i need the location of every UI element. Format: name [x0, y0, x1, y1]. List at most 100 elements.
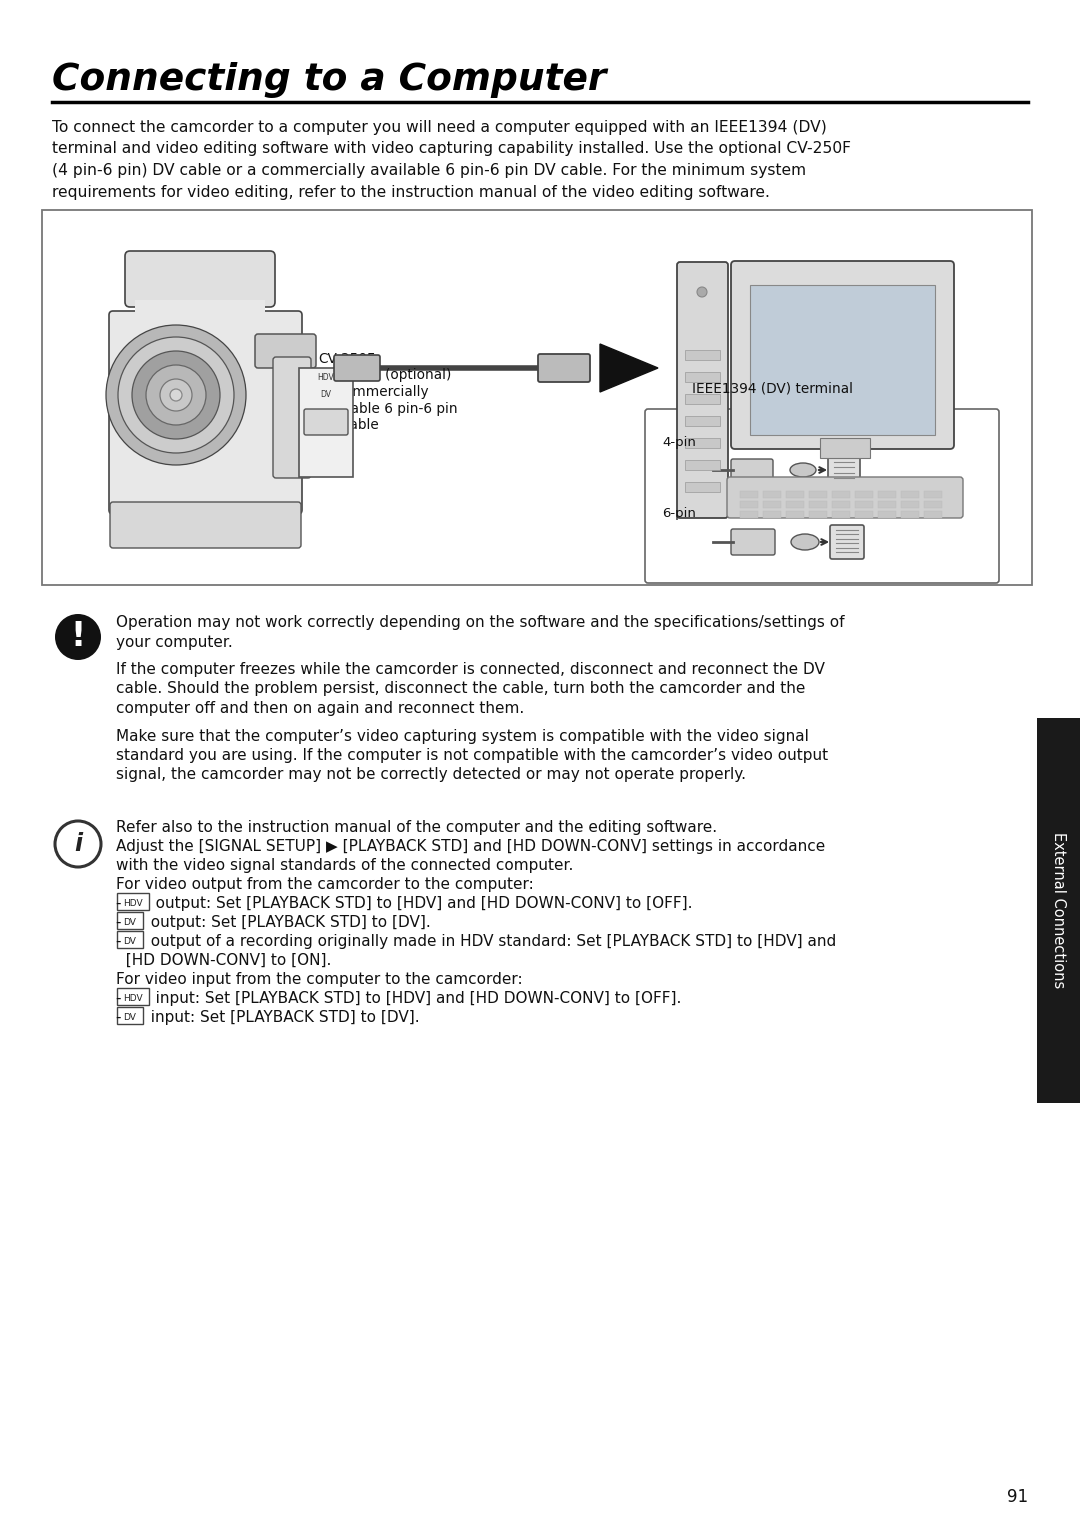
Text: -      output: Set [PLAYBACK STD] to [DV].: - output: Set [PLAYBACK STD] to [DV]. [116, 916, 431, 929]
Bar [855, 491, 873, 497]
Text: For video output from the camcorder to the computer:: For video output from the camcorder to t… [116, 877, 534, 893]
Text: DV: DV [321, 391, 332, 398]
FancyBboxPatch shape [731, 261, 954, 449]
Text: IEEE1394 (DV) terminal: IEEE1394 (DV) terminal [692, 382, 853, 397]
Bar [878, 511, 896, 517]
Bar [685, 394, 720, 404]
FancyBboxPatch shape [828, 455, 860, 485]
Circle shape [55, 821, 102, 867]
Bar [924, 491, 942, 497]
Text: available 6 pin-6 pin: available 6 pin-6 pin [318, 401, 458, 415]
FancyBboxPatch shape [538, 354, 590, 382]
Circle shape [55, 613, 102, 661]
Circle shape [697, 287, 707, 298]
Bar [924, 501, 942, 508]
Text: -      input: Set [PLAYBACK STD] to [DV].: - input: Set [PLAYBACK STD] to [DV]. [116, 1010, 420, 1025]
Text: -      output of a recording originally made in HDV standard: Set [PLAYBACK STD]: - output of a recording originally made … [116, 934, 836, 949]
Bar [901, 501, 919, 508]
Bar [832, 491, 850, 497]
Circle shape [132, 351, 220, 439]
Text: 91: 91 [1007, 1488, 1028, 1506]
Text: Make sure that the computer’s video capturing system is compatible with the vide: Make sure that the computer’s video capt… [116, 728, 809, 743]
Bar [878, 501, 896, 508]
Bar [740, 511, 758, 517]
FancyBboxPatch shape [117, 893, 149, 909]
Text: terminal and video editing software with video capturing capability installed. U: terminal and video editing software with… [52, 142, 851, 157]
Bar [855, 511, 873, 517]
Ellipse shape [789, 462, 816, 478]
Text: External Connections: External Connections [1051, 832, 1066, 989]
Bar [832, 511, 850, 517]
FancyBboxPatch shape [831, 525, 864, 559]
FancyBboxPatch shape [117, 1007, 143, 1024]
FancyBboxPatch shape [117, 913, 143, 929]
Text: or commercially: or commercially [318, 385, 429, 398]
Text: Refer also to the instruction manual of the computer and the editing software.: Refer also to the instruction manual of … [116, 819, 717, 835]
Text: signal, the camcorder may not be correctly detected or may not operate properly.: signal, the camcorder may not be correct… [116, 768, 746, 783]
Text: DV: DV [123, 919, 136, 926]
Text: DV cable: DV cable [318, 418, 379, 432]
Bar [1037, 719, 1080, 1103]
Text: 6-pin: 6-pin [662, 507, 696, 520]
Text: Adjust the [SIGNAL SETUP] ▶ [PLAYBACK STD] and [HD DOWN-CONV] settings in accord: Adjust the [SIGNAL SETUP] ▶ [PLAYBACK ST… [116, 839, 825, 855]
Bar [135, 301, 265, 348]
Bar [924, 511, 942, 517]
Text: (4 pin-6 pin) DV cable or a commercially available 6 pin-6 pin DV cable. For the: (4 pin-6 pin) DV cable or a commercially… [52, 163, 806, 179]
FancyBboxPatch shape [117, 987, 149, 1006]
Bar [685, 482, 720, 491]
Circle shape [118, 337, 234, 453]
Bar [740, 501, 758, 508]
Text: DV: DV [123, 937, 136, 946]
Circle shape [106, 325, 246, 465]
FancyBboxPatch shape [334, 356, 380, 382]
FancyBboxPatch shape [303, 409, 348, 435]
Bar [762, 491, 781, 497]
FancyBboxPatch shape [117, 931, 143, 948]
Text: HDV: HDV [123, 899, 143, 908]
FancyBboxPatch shape [255, 334, 316, 368]
Text: [HD DOWN-CONV] to [ON].: [HD DOWN-CONV] to [ON]. [116, 954, 332, 967]
Bar [901, 491, 919, 497]
FancyBboxPatch shape [731, 459, 773, 481]
Text: -       input: Set [PLAYBACK STD] to [HDV] and [HD DOWN-CONV] to [OFF].: - input: Set [PLAYBACK STD] to [HDV] and… [116, 990, 681, 1006]
Text: To connect the camcorder to a computer you will need a computer equipped with an: To connect the camcorder to a computer y… [52, 121, 827, 134]
Bar [786, 501, 804, 508]
Text: cable. Should the problem persist, disconnect the cable, turn both the camcorder: cable. Should the problem persist, disco… [116, 682, 806, 696]
Bar [820, 438, 870, 458]
Text: HDV: HDV [123, 993, 143, 1003]
FancyBboxPatch shape [727, 478, 963, 517]
FancyBboxPatch shape [273, 357, 311, 478]
Text: with the video signal standards of the connected computer.: with the video signal standards of the c… [116, 858, 573, 873]
FancyBboxPatch shape [677, 262, 728, 517]
Text: Connecting to a Computer: Connecting to a Computer [52, 63, 606, 98]
FancyBboxPatch shape [125, 250, 275, 307]
Bar [901, 511, 919, 517]
Bar [786, 511, 804, 517]
Text: computer off and then on again and reconnect them.: computer off and then on again and recon… [116, 700, 524, 716]
Text: standard you are using. If the computer is not compatible with the camcorder’s v: standard you are using. If the computer … [116, 748, 828, 763]
Bar [878, 491, 896, 497]
Bar [685, 438, 720, 449]
Bar [685, 459, 720, 470]
Text: DV Cable (optional): DV Cable (optional) [318, 368, 451, 383]
Text: If the computer freezes while the camcorder is connected, disconnect and reconne: If the computer freezes while the camcor… [116, 662, 825, 678]
Ellipse shape [791, 534, 819, 549]
Text: your computer.: your computer. [116, 635, 233, 650]
Bar [809, 491, 827, 497]
Bar [42, 211, 1032, 584]
Text: 4-pin: 4-pin [662, 436, 696, 449]
Text: -       output: Set [PLAYBACK STD] to [HDV] and [HD DOWN-CONV] to [OFF].: - output: Set [PLAYBACK STD] to [HDV] an… [116, 896, 692, 911]
Bar [809, 511, 827, 517]
Bar [762, 501, 781, 508]
Bar [740, 491, 758, 497]
FancyBboxPatch shape [731, 530, 775, 555]
FancyBboxPatch shape [299, 368, 353, 478]
Bar [762, 511, 781, 517]
Polygon shape [600, 343, 658, 392]
Bar [750, 285, 935, 435]
Text: Operation may not work correctly depending on the software and the specification: Operation may not work correctly dependi… [116, 615, 845, 630]
Bar [685, 417, 720, 426]
Text: CV-250F: CV-250F [318, 353, 375, 366]
Bar [786, 491, 804, 497]
Bar [685, 372, 720, 382]
